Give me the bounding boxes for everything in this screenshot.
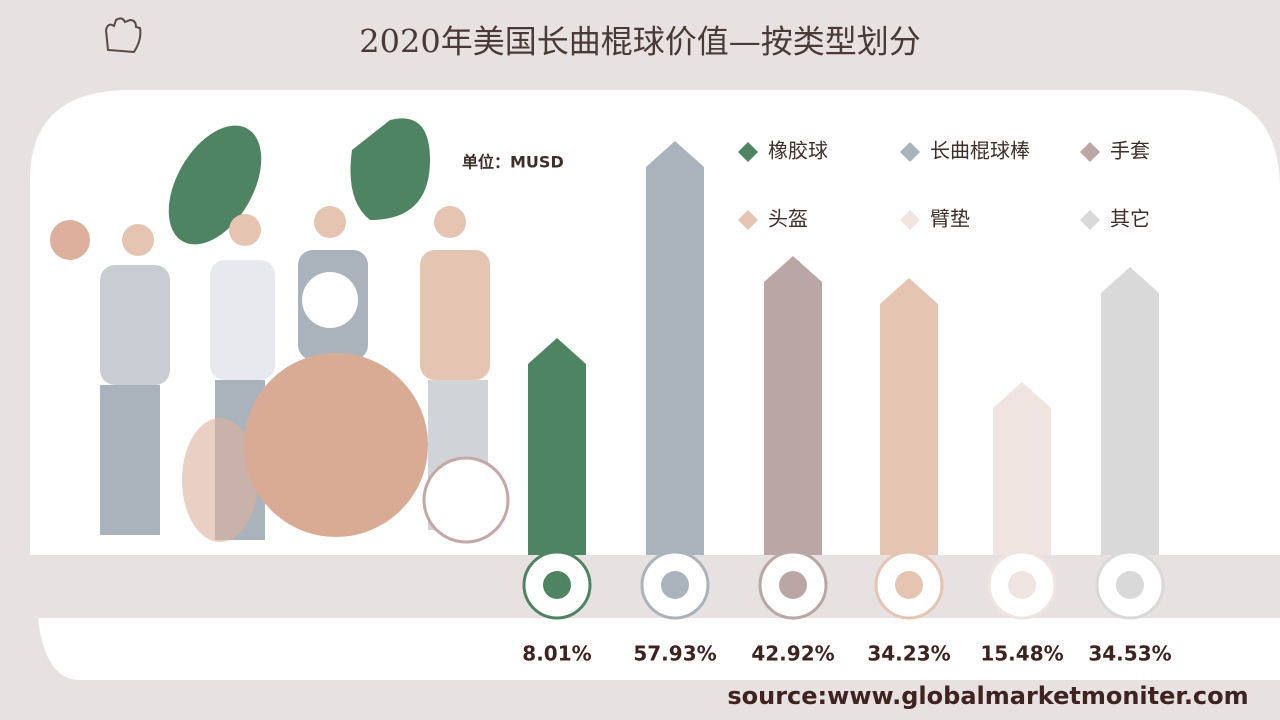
bar — [646, 141, 704, 555]
legend-marker — [738, 210, 758, 230]
legend-marker — [1080, 142, 1100, 162]
source: source:www.globalmarketmoniter.com — [727, 682, 1248, 710]
legend-marker — [1080, 210, 1100, 230]
growth-label: 57.93% — [633, 642, 716, 666]
chart-title: 2020年美国长曲棍球价值—按类型划分 — [359, 23, 920, 61]
label-band — [38, 618, 1280, 680]
icon — [543, 571, 571, 599]
legend-marker — [900, 142, 920, 162]
legend-label: 臂垫 — [930, 207, 970, 231]
growth-label: 34.23% — [867, 642, 950, 666]
legend-marker — [900, 210, 920, 230]
glove-icon — [104, 17, 142, 54]
bar — [764, 256, 822, 555]
icon — [895, 571, 923, 599]
legend-label: 头盔 — [768, 207, 808, 231]
legend-label: 其它 — [1110, 207, 1150, 231]
illustration — [50, 118, 510, 544]
growth-label: 34.53% — [1088, 642, 1171, 666]
icon — [779, 571, 807, 599]
bar — [528, 338, 586, 555]
bar — [880, 278, 938, 555]
legend-marker — [738, 142, 758, 162]
legend-label: 长曲棍球棒 — [930, 139, 1030, 163]
legend-label: 橡胶球 — [768, 139, 828, 163]
unit-label: 单位：MUSD — [462, 153, 564, 172]
icon — [1116, 571, 1144, 599]
growth-label: 8.01% — [522, 642, 591, 666]
icon — [1008, 571, 1036, 599]
growth-label: 42.92% — [751, 642, 834, 666]
icon — [661, 571, 689, 599]
growth-label: 15.48% — [980, 642, 1063, 666]
bar — [1101, 267, 1159, 555]
legend-label: 手套 — [1110, 139, 1150, 163]
bar — [993, 382, 1051, 555]
